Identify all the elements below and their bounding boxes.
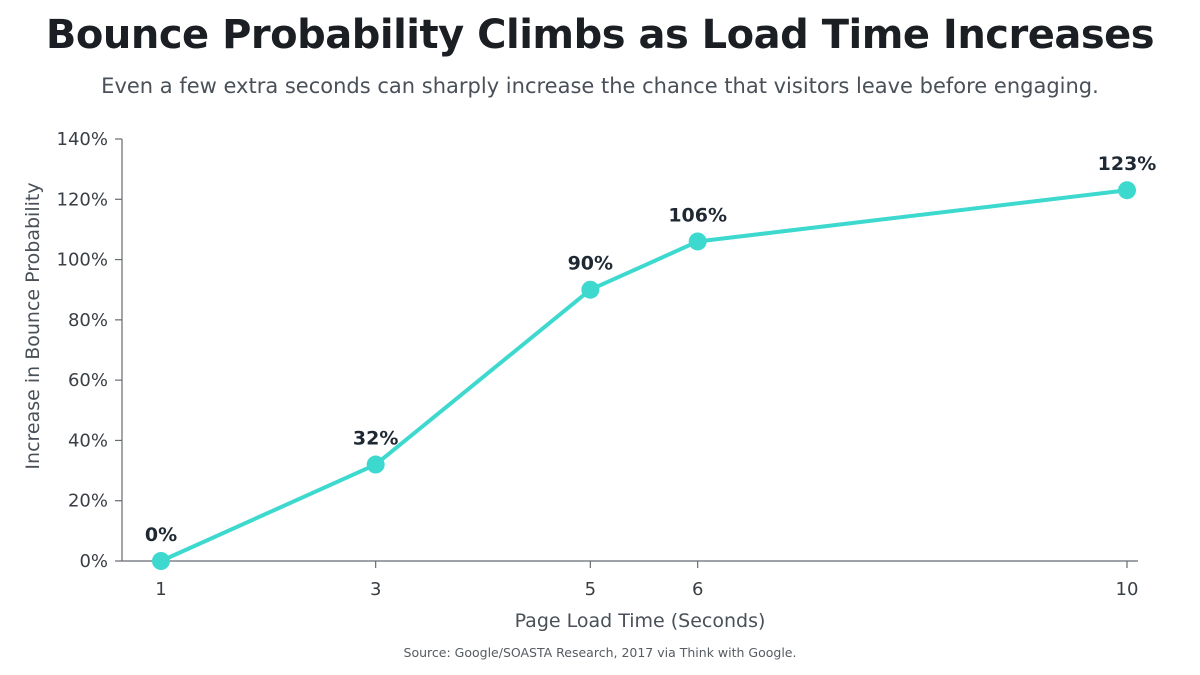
- y-axis-title: Increase in Bounce Probability: [22, 182, 44, 469]
- y-tick-label: 20%: [68, 491, 108, 512]
- data-point: [366, 455, 385, 474]
- data-labels: 0% 32% 90% 106% 123%: [145, 153, 1156, 546]
- x-tick-label: 6: [692, 579, 703, 600]
- tick-labels: 0% 20% 40% 60% 80% 100% 120% 140% 1 3 5 6 10: [57, 129, 1139, 600]
- data-label: 106%: [668, 204, 727, 226]
- data-label: 123%: [1098, 153, 1157, 175]
- data-points: [152, 181, 1136, 570]
- y-tick-label: 40%: [68, 430, 108, 451]
- data-label: 90%: [568, 253, 613, 275]
- source-note: Source: Google/SOASTA Research, 2017 via…: [403, 645, 797, 660]
- data-label: 0%: [145, 524, 177, 546]
- data-point: [688, 232, 707, 251]
- x-tick-label: 5: [585, 579, 596, 600]
- series-line-group: [159, 188, 1129, 563]
- series-line: [159, 188, 1129, 563]
- chart-title: Bounce Probability Climbs as Load Time I…: [45, 12, 1155, 58]
- y-tick-label: 140%: [57, 129, 108, 150]
- y-tick-label: 80%: [68, 310, 108, 331]
- y-tick-label: 0%: [79, 551, 108, 572]
- data-point: [152, 552, 170, 570]
- y-tick-label: 120%: [57, 189, 108, 210]
- y-tick-label: 60%: [68, 370, 108, 391]
- chart-subtitle: Even a few extra seconds can sharply inc…: [101, 74, 1099, 98]
- x-tick-label: 3: [370, 579, 381, 600]
- data-label: 32%: [353, 428, 398, 450]
- x-axis-title: Page Load Time (Seconds): [515, 610, 766, 632]
- data-point: [581, 280, 600, 299]
- x-tick-label: 1: [155, 579, 166, 600]
- data-point: [1118, 181, 1136, 200]
- y-tick-label: 100%: [57, 250, 108, 271]
- x-tick-label: 10: [1116, 579, 1139, 600]
- axes: [115, 138, 1138, 568]
